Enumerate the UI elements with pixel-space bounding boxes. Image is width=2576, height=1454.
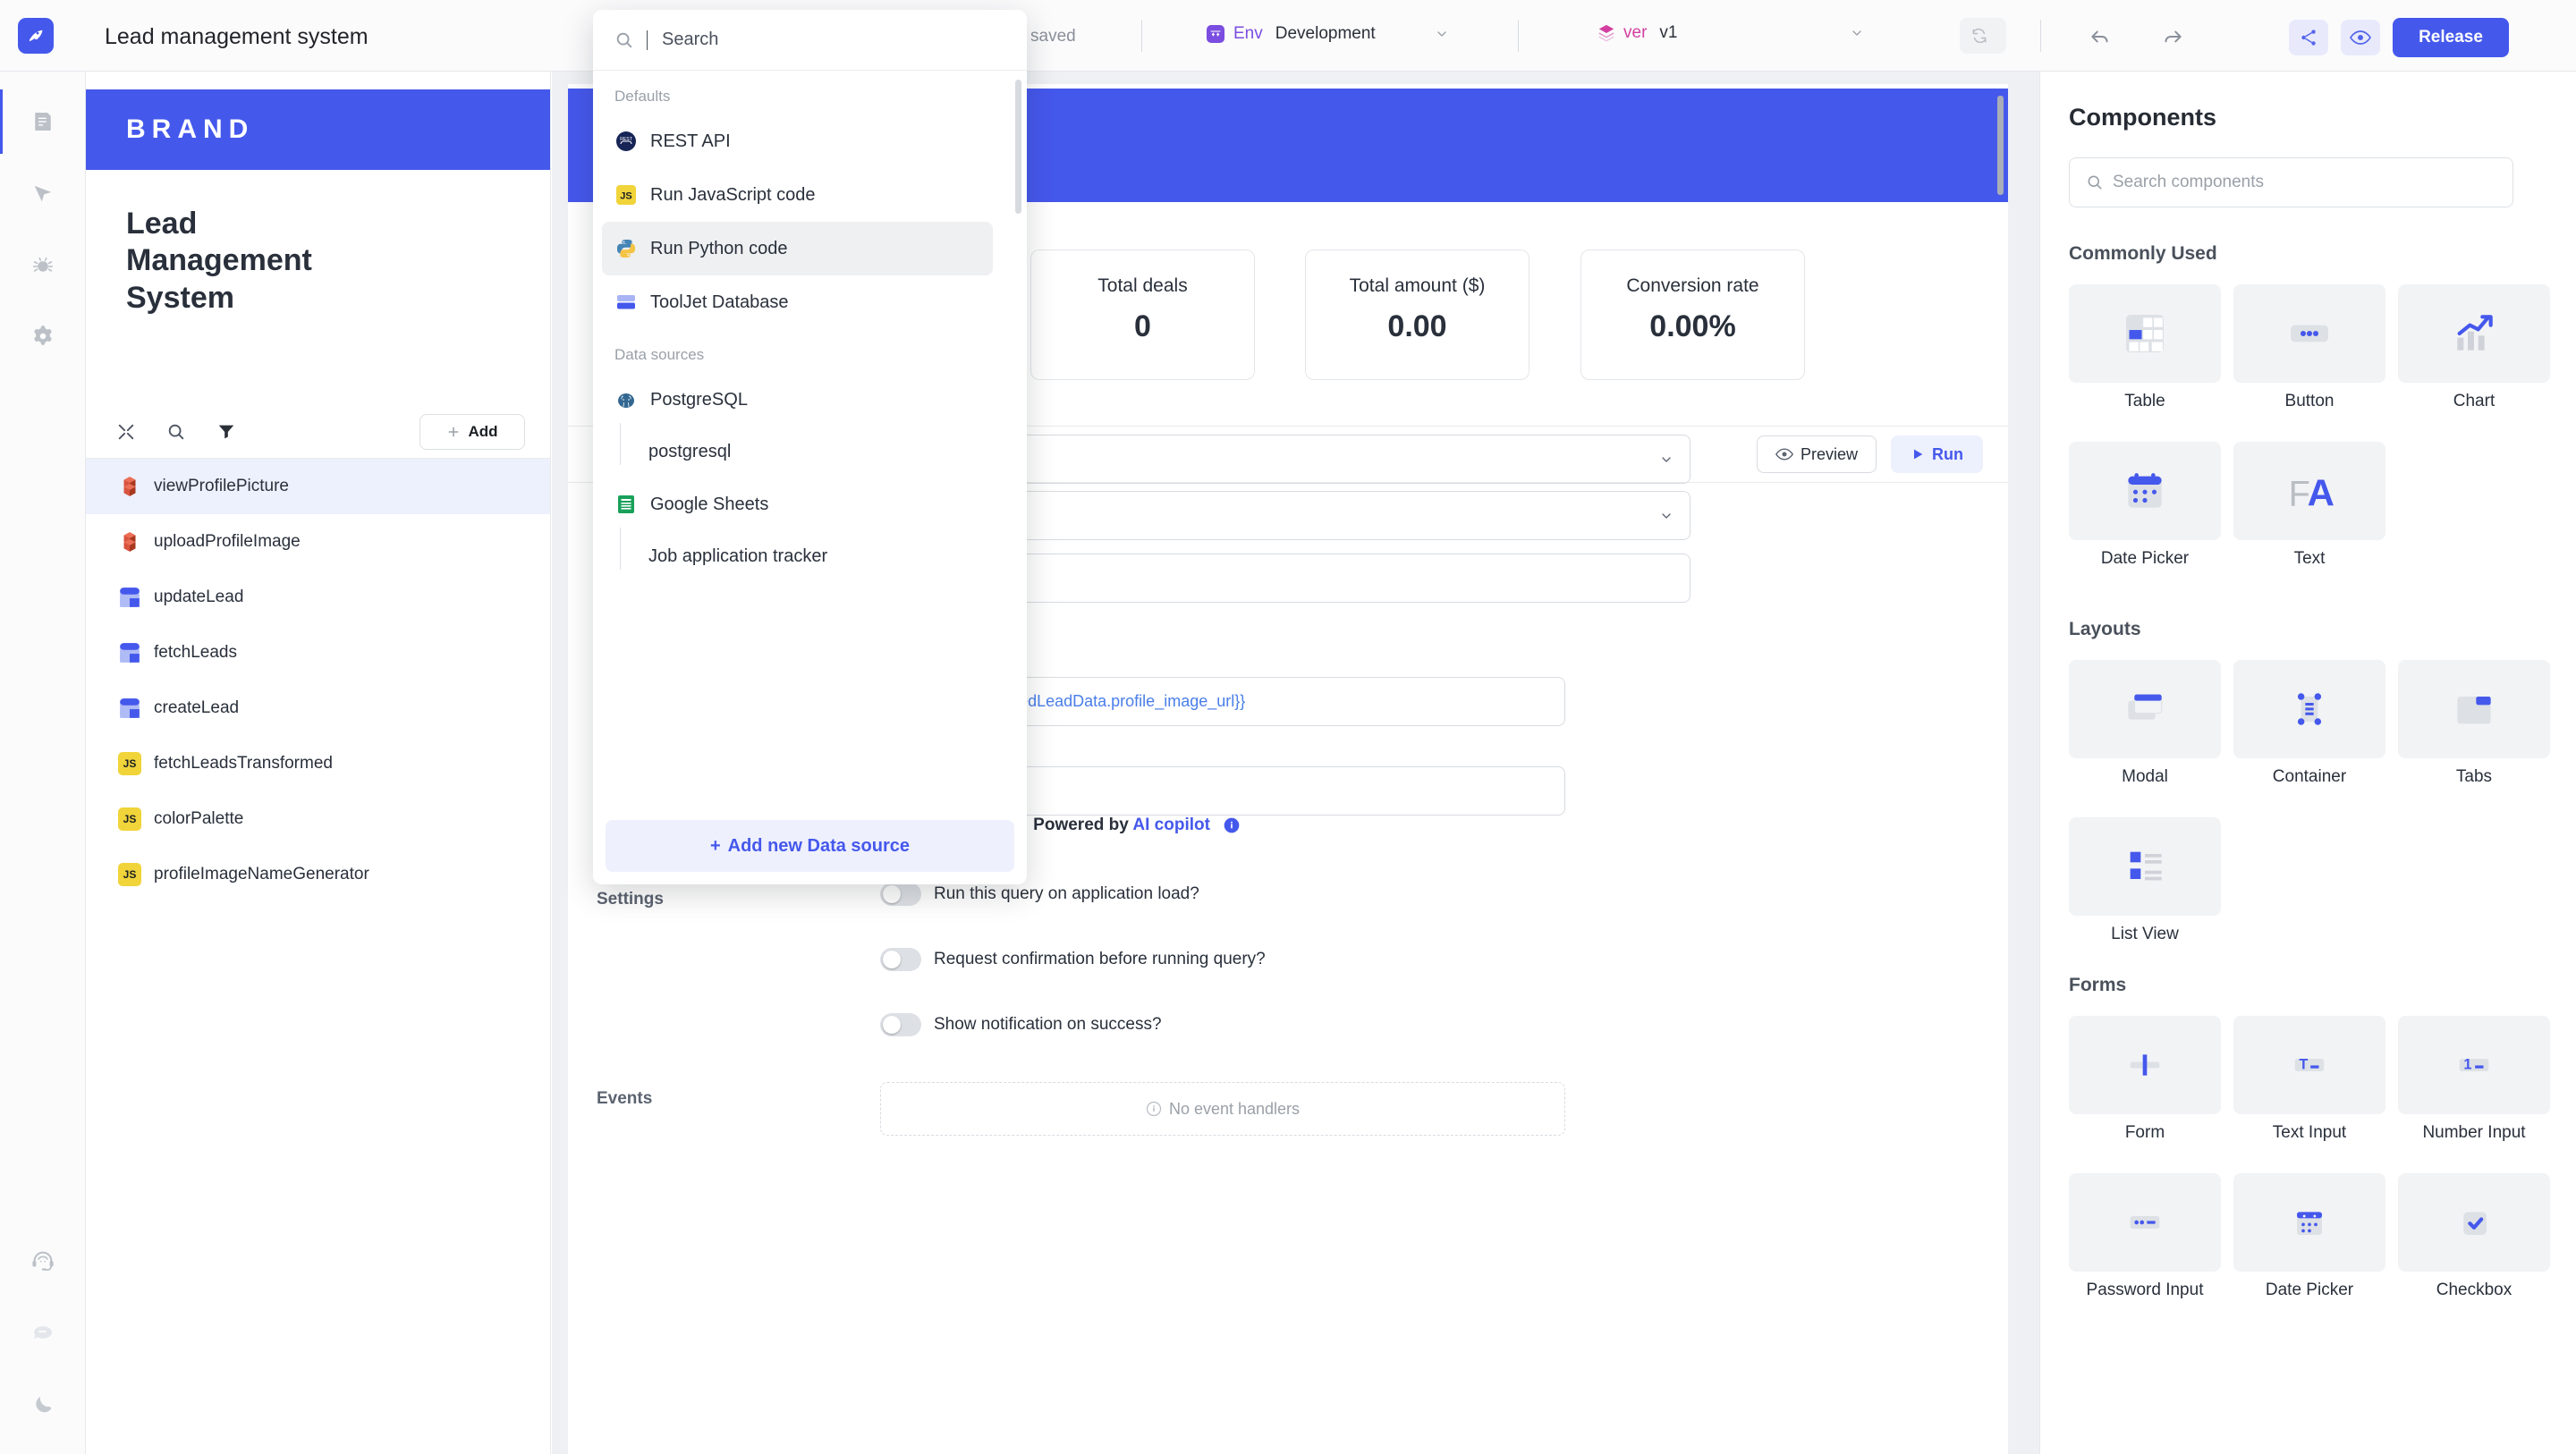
svg-text:T: T (2299, 1057, 2308, 1073)
svg-text:A: A (2308, 471, 2334, 513)
svg-text:JS: JS (620, 191, 631, 202)
svg-text:1: 1 (2463, 1057, 2471, 1073)
